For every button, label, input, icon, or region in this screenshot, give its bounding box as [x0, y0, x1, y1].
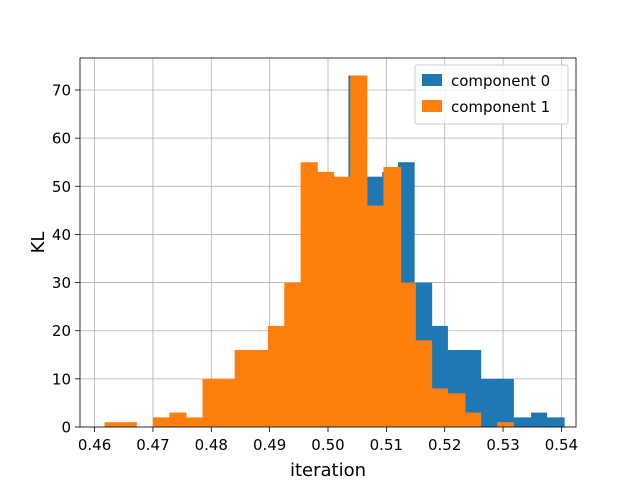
bar-component-1 — [431, 388, 448, 427]
legend-swatch-component-0 — [422, 74, 442, 86]
y-tick-label: 50 — [52, 178, 71, 196]
y-tick-label: 60 — [52, 130, 71, 148]
x-tick-label: 0.47 — [136, 436, 169, 454]
bar-component-1 — [465, 412, 482, 427]
x-tick-label: 0.53 — [486, 436, 519, 454]
bar-component-1 — [300, 162, 318, 427]
y-tick-label: 70 — [52, 82, 71, 100]
x-tick-label: 0.50 — [311, 436, 344, 454]
y-tick-label: 0 — [61, 419, 71, 437]
y-axis-label: KL — [28, 232, 49, 254]
y-tick-label: 20 — [52, 322, 71, 340]
legend-box — [414, 64, 569, 125]
bar-component-1 — [333, 176, 351, 427]
x-tick-label: 0.51 — [370, 436, 403, 454]
x-axis-label: iteration — [290, 460, 366, 480]
legend-label-component-1: component 1 — [451, 98, 550, 116]
x-tick-label: 0.46 — [78, 436, 111, 454]
bar-component-0 — [513, 417, 532, 427]
bar-component-1 — [202, 378, 235, 427]
y-tick-label: 10 — [52, 370, 71, 388]
bars — [104, 75, 565, 427]
bar-component-1 — [104, 422, 137, 427]
legend-swatch-component-1 — [422, 100, 442, 112]
bar-component-1 — [415, 340, 433, 427]
x-tick-label: 0.54 — [545, 436, 578, 454]
bar-component-1 — [367, 205, 384, 427]
bar-component-1 — [317, 171, 335, 427]
legend: component 0 component 1 — [414, 64, 569, 125]
x-tick-label: 0.49 — [253, 436, 286, 454]
axis-ticks: 0.46 0.47 0.48 0.49 0.50 0.51 0.52 0.53 0.54 0 10 2… — [52, 82, 578, 454]
bar-component-0 — [546, 417, 565, 427]
y-tick-label: 40 — [52, 226, 71, 244]
bar-component-1 — [447, 393, 466, 427]
bar-component-1 — [169, 412, 187, 427]
x-tick-label: 0.48 — [195, 436, 228, 454]
bar-component-1 — [497, 422, 514, 427]
bar-component-1 — [267, 325, 285, 427]
legend-label-component-0: component 0 — [451, 72, 550, 90]
bar-component-1 — [152, 417, 170, 427]
y-tick-label: 30 — [52, 274, 71, 292]
bar-component-0 — [480, 378, 514, 427]
x-tick-label: 0.52 — [428, 436, 461, 454]
bar-component-1 — [383, 167, 402, 427]
bar-component-1 — [350, 75, 368, 427]
bar-component-1 — [186, 417, 203, 427]
bar-component-0 — [531, 412, 548, 427]
bar-component-1 — [234, 349, 269, 427]
bar-component-1 — [284, 282, 301, 427]
bar-component-1 — [400, 282, 416, 427]
